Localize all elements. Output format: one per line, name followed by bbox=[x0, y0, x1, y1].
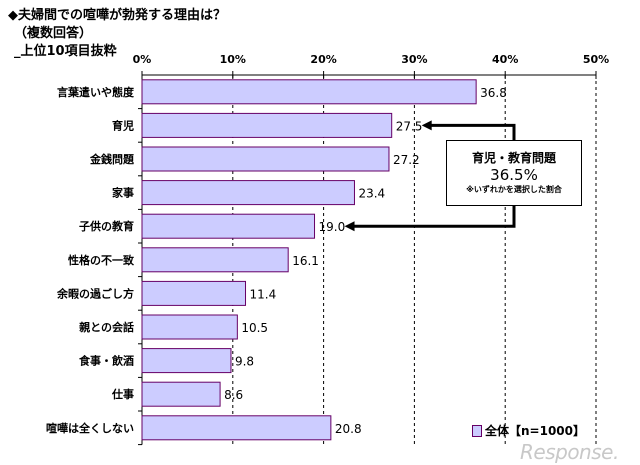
data-label: 11.4 bbox=[250, 287, 277, 301]
chart-subtitle-2: _上位10項目抜粋 bbox=[14, 44, 117, 59]
data-label: 16.1 bbox=[292, 254, 319, 268]
category-label: 金銭問題 bbox=[89, 152, 135, 166]
annotation-box: 育児・教育問題 36.5% ※いずれかを選択した割合 bbox=[446, 140, 582, 206]
category-label: 喧嘩は全くしない bbox=[46, 421, 134, 435]
arrow-head-icon bbox=[421, 120, 432, 131]
arrow-head-icon bbox=[344, 221, 355, 232]
legend-label: 全体【n=1000】 bbox=[485, 424, 585, 438]
x-tick-label: 30% bbox=[401, 53, 427, 66]
watermark-logo: Response. bbox=[520, 440, 619, 464]
data-label: 36.8 bbox=[480, 86, 507, 100]
x-tick-label: 50% bbox=[583, 53, 609, 66]
category-label: 言葉遣いや態度 bbox=[57, 85, 135, 99]
category-label: 家事 bbox=[112, 186, 134, 200]
chart-subtitle-1: （複数回答） bbox=[14, 26, 93, 41]
category-label: 性格の不一致 bbox=[68, 253, 135, 267]
category-label: 育児 bbox=[112, 118, 134, 132]
category-label: 親との会話 bbox=[79, 320, 134, 334]
bar bbox=[141, 213, 316, 239]
bar bbox=[141, 314, 238, 340]
category-label: 子供の教育 bbox=[79, 219, 134, 233]
category-label: 食事・飲酒 bbox=[79, 354, 134, 368]
bar bbox=[141, 146, 390, 172]
legend-swatch bbox=[472, 424, 482, 437]
bar bbox=[141, 348, 232, 374]
bar bbox=[141, 79, 477, 105]
x-tick-label: 0% bbox=[133, 53, 152, 66]
x-tick-label: 40% bbox=[492, 53, 518, 66]
data-label: 20.8 bbox=[335, 422, 362, 436]
data-label: 19.0 bbox=[319, 220, 346, 234]
bar bbox=[141, 280, 247, 306]
bar bbox=[141, 415, 332, 441]
x-tick-label: 20% bbox=[310, 53, 336, 66]
bar bbox=[141, 247, 289, 273]
legend: 全体【n=1000】 bbox=[472, 422, 585, 439]
data-label: 27.5 bbox=[396, 119, 423, 133]
category-label: 仕事 bbox=[111, 387, 134, 401]
annotation-note: ※いずれかを選択した割合 bbox=[466, 185, 562, 194]
x-tick-label: 10% bbox=[220, 53, 246, 66]
chart-title: ◆夫婦間での喧嘩が勃発する理由は？ bbox=[8, 8, 226, 23]
bar bbox=[141, 381, 221, 407]
data-label: 10.5 bbox=[241, 321, 268, 335]
annotation-title: 育児・教育問題 bbox=[471, 151, 556, 165]
data-label: 9.8 bbox=[235, 355, 254, 369]
data-label: 8.6 bbox=[224, 388, 243, 402]
data-label: 27.2 bbox=[393, 153, 420, 167]
category-label: 余暇の過ごし方 bbox=[56, 286, 134, 300]
bar bbox=[141, 180, 355, 206]
data-label: 23.4 bbox=[358, 187, 385, 201]
annotation-value: 36.5% bbox=[490, 166, 538, 184]
bar bbox=[141, 112, 393, 138]
